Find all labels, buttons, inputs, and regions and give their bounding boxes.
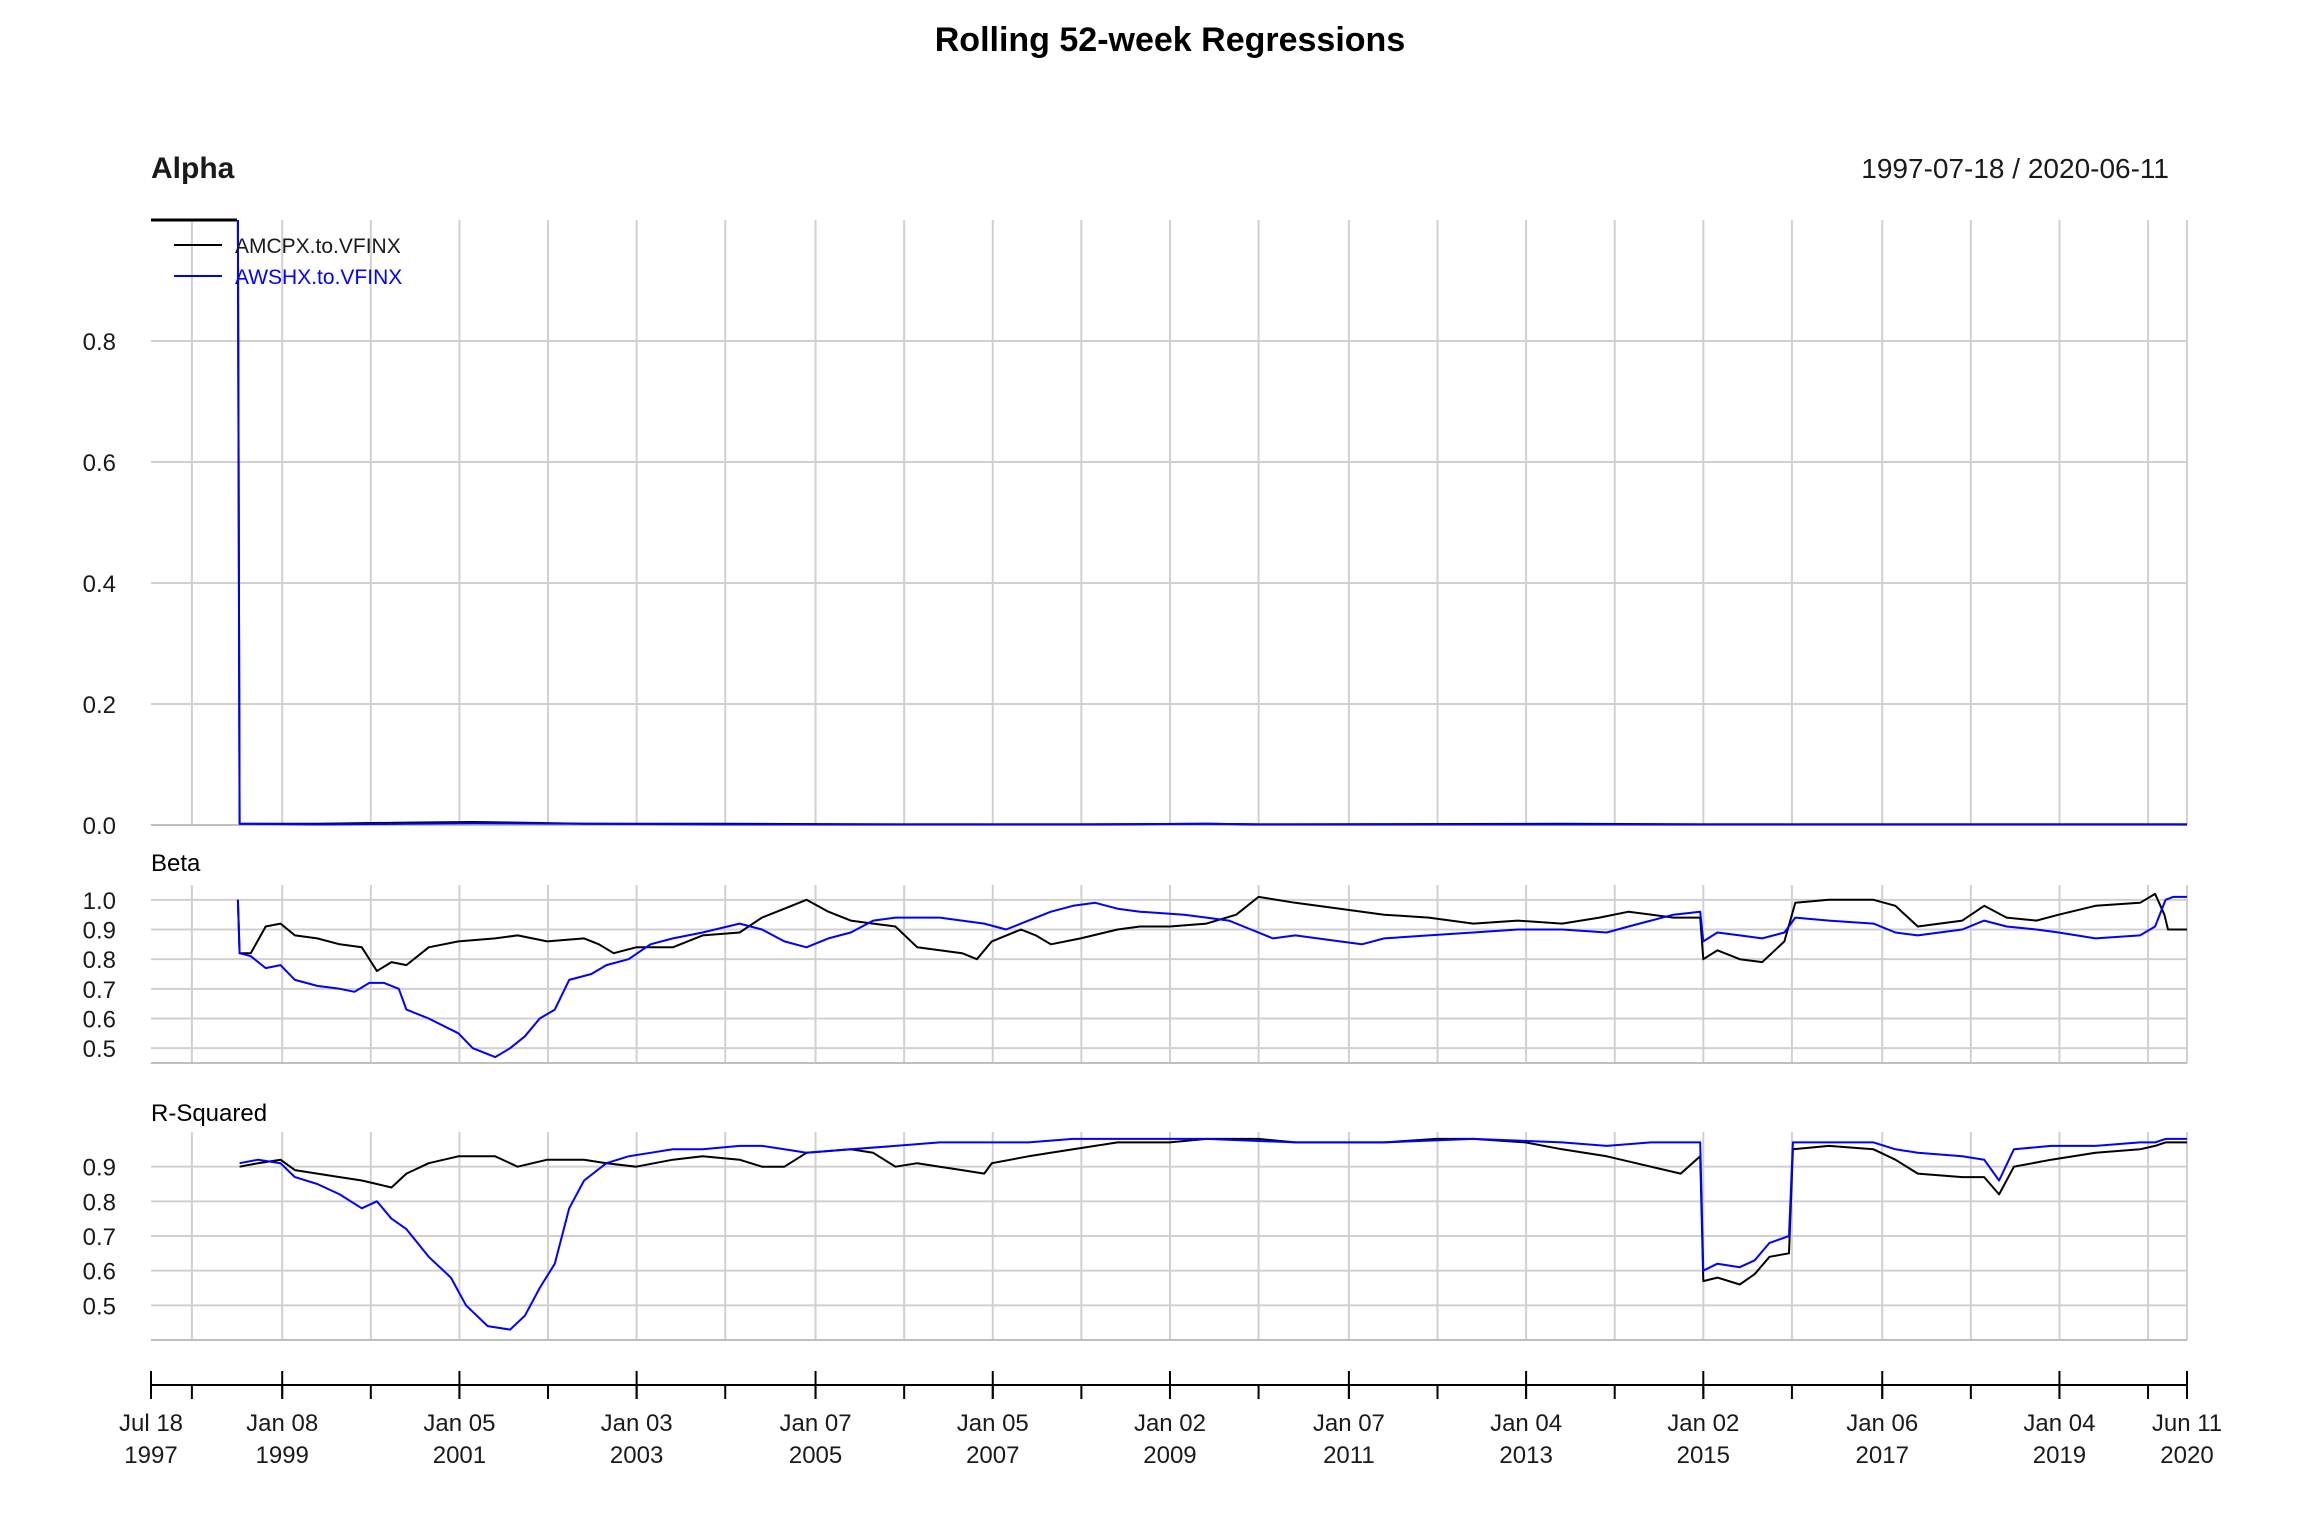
x-tick-label-top: Jan 05: [423, 1410, 495, 1437]
x-tick-label-bottom: 1997: [124, 1442, 177, 1469]
x-tick-label-top: Jan 08: [246, 1410, 318, 1437]
x-tick-label-bottom: 2003: [610, 1442, 663, 1469]
y-tick-label: 0.5: [83, 1293, 116, 1320]
y-tick-label: 0.8: [83, 329, 116, 356]
y-tick-label: 0.8: [83, 1189, 116, 1216]
panel-r-squared: 0.5 0.6 0.7 0.8 0.9: [83, 1132, 2188, 1341]
x-tick-label-top: Jan 06: [1846, 1410, 1918, 1437]
panel-title-alpha: Alpha: [151, 152, 235, 185]
y-tick-label: 0.6: [83, 1007, 116, 1034]
x-tick-label-top: Jan 07: [1313, 1410, 1385, 1437]
x-tick-label-top: Jan 03: [601, 1410, 673, 1437]
panel-title-r-squared: R-Squared: [151, 1100, 267, 1127]
x-tick-label-bottom: 2017: [1856, 1442, 1909, 1469]
y-tick-label: 0.6: [83, 450, 116, 477]
x-tick-label-top: Jun 11: [2152, 1410, 2222, 1437]
x-tick-label-bottom: 1999: [256, 1442, 309, 1469]
y-tick-label: 0.9: [83, 1155, 116, 1182]
y-tick-label: 0.4: [83, 571, 116, 598]
x-tick-label-top: Jul 18: [119, 1410, 183, 1437]
legend: AMCPX.to.VFINX AWSHX.to.VFINX: [174, 235, 402, 289]
x-tick-label-bottom: 2005: [789, 1442, 842, 1469]
x-tick-label-bottom: 2020: [2160, 1442, 2213, 1469]
x-tick-label-bottom: 2007: [966, 1442, 1019, 1469]
panel-title-beta: Beta: [151, 850, 201, 877]
panels-layer: 0.00.20.40.60.80.50.60.70.80.91.00.50.60…: [83, 218, 2188, 1341]
y-tick-label: 0.0: [83, 813, 116, 840]
y-tick-label: 0.5: [83, 1036, 116, 1063]
x-tick-label-bottom: 2015: [1677, 1442, 1730, 1469]
x-tick-label-bottom: 2011: [1323, 1442, 1375, 1469]
date-range-label: 1997-07-18 / 2020-06-11: [1861, 153, 2169, 184]
x-tick-label-top: Jan 05: [957, 1410, 1029, 1437]
y-tick-label: 1.0: [83, 888, 116, 915]
legend-label-awshx: AWSHX.to.VFINX: [235, 266, 402, 289]
y-tick-label: 0.6: [83, 1259, 116, 1286]
y-tick-label: 0.9: [83, 918, 116, 945]
series-line-amcpx: [236, 892, 2187, 972]
x-tick-label-top: Jan 02: [1667, 1410, 1739, 1437]
x-tick-label-bottom: 2009: [1143, 1442, 1196, 1469]
y-tick-label: 0.7: [83, 1224, 116, 1251]
y-tick-label: 0.8: [83, 947, 116, 974]
chart-title: Rolling 52-week Regressions: [935, 21, 1406, 59]
x-tick-label-top: Jan 02: [1134, 1410, 1206, 1437]
x-tick-label-bottom: 2019: [2033, 1442, 2086, 1469]
series-line-amcpx: [239, 1137, 2187, 1286]
x-tick-label-bottom: 2001: [433, 1442, 486, 1469]
panel-beta: 0.50.6 0.7 0.80.9 1.0: [83, 885, 2188, 1064]
series-line-amcpx: [236, 219, 2187, 826]
x-axis: Jul 18 1997 Jan 08 1999 Jan 05 2001 Jan 03 2003…: [119, 1371, 2222, 1469]
legend-label-amcpx: AMCPX.to.VFINX: [235, 235, 401, 258]
series-line-awshx: [236, 219, 2187, 826]
x-tick-label-bottom: 2013: [1499, 1442, 1552, 1469]
series-line-awshx: [236, 895, 2187, 1059]
x-tick-label-top: Jan 07: [780, 1410, 852, 1437]
x-tick-label-top: Jan 04: [1490, 1410, 1562, 1437]
panel-alpha: 0.0 0.2 0.4 0.6 0.8: [83, 219, 2188, 840]
y-tick-label: 0.7: [83, 977, 116, 1004]
series-line-awshx: [239, 1137, 2187, 1331]
y-tick-label: 0.2: [83, 692, 116, 719]
x-tick-label-top: Jan 04: [2023, 1410, 2095, 1437]
